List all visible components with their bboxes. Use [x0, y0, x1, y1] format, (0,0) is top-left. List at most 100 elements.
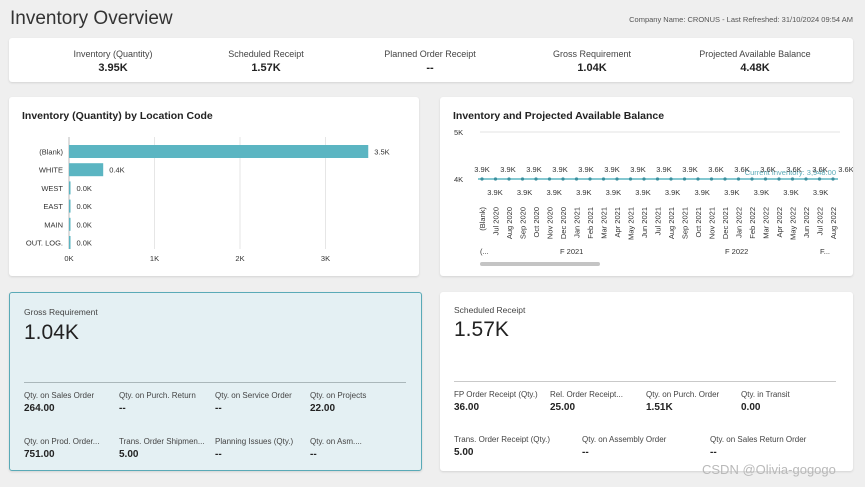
data-label: 3.9K	[578, 165, 593, 174]
kpi-strip: Inventory (Quantity) 3.95K Scheduled Rec…	[9, 38, 853, 82]
data-label: 3.9K	[526, 165, 541, 174]
data-label: 3.9K	[724, 188, 739, 197]
field-value[interactable]: 22.00	[310, 403, 336, 414]
x-tick-label: Apr 2021	[613, 207, 622, 237]
bar	[69, 236, 71, 249]
field-value[interactable]: 36.00	[454, 402, 480, 413]
refresh-info: Company Name: CRONUS - Last Refreshed: 3…	[629, 15, 853, 24]
kpi-value[interactable]: 4.48K	[740, 62, 770, 74]
field-value[interactable]: --	[582, 447, 589, 458]
kpi-label: Gross Requirement	[552, 49, 632, 59]
kpi-label: Inventory (Quantity)	[73, 49, 153, 59]
data-label: 3.9K	[656, 165, 671, 174]
bar-chart: 0K 1K 2K 3K (Blank) 3.5K WHITE 0.4K WEST 0.0K EAST…	[26, 137, 390, 263]
field-label: Trans. Order Receipt (Qty.)	[454, 435, 551, 444]
x-tick-label: Dec 2021	[721, 207, 730, 239]
group-label: F...	[820, 247, 830, 256]
data-label: 3.9K	[552, 165, 567, 174]
x-tick-label: Apr 2022	[775, 207, 784, 237]
data-point	[534, 177, 538, 181]
data-label: 0.0K	[77, 202, 92, 211]
y-tick-label: 5K	[454, 128, 463, 137]
data-point	[561, 177, 565, 181]
data-point	[790, 177, 795, 181]
field-value[interactable]: 751.00	[24, 449, 55, 460]
balance-chart-card: Inventory and Projected Available Balanc…	[440, 97, 853, 276]
data-point	[750, 177, 754, 181]
x-tick-label: 1K	[150, 254, 159, 263]
field-value[interactable]: --	[310, 449, 317, 460]
data-point	[588, 177, 592, 181]
horizontal-scrollbar[interactable]	[480, 262, 600, 266]
field-value[interactable]: 5.00	[119, 449, 139, 460]
kpi-value[interactable]: --	[426, 62, 434, 74]
data-label: 0.0K	[77, 184, 92, 193]
x-tick-label: Jun 2021	[640, 207, 649, 238]
data-label: 0.0K	[77, 239, 92, 248]
field-value[interactable]: 0.00	[741, 402, 761, 413]
data-label: 3.5K	[374, 148, 389, 157]
data-label: 3.9K	[783, 188, 798, 197]
field-value[interactable]: 264.00	[24, 403, 55, 414]
data-point	[628, 177, 633, 181]
page-title: Inventory Overview	[10, 8, 173, 29]
x-tick-label: Jan 2022	[735, 207, 744, 238]
x-tick-label: Jul 2022	[816, 207, 825, 235]
field-label: Qty. on Prod. Order...	[24, 437, 100, 446]
bar-chart-title: Inventory (Quantity) by Location Code	[22, 110, 213, 122]
y-tick-label: 4K	[454, 175, 463, 184]
data-label: 3.9K	[754, 188, 769, 197]
field-value[interactable]: --	[215, 449, 222, 460]
group-label: (...	[480, 247, 489, 256]
data-label: 3.9K	[474, 165, 489, 174]
tile-big-value: 1.04K	[24, 321, 79, 344]
x-tick-label: (Blank)	[478, 207, 487, 231]
category-label: MAIN	[44, 220, 63, 229]
data-label: 3.9K	[682, 165, 697, 174]
data-point	[736, 177, 741, 181]
bar	[69, 181, 71, 195]
data-label: 3.6K	[708, 165, 723, 174]
data-point	[507, 177, 511, 181]
field-value[interactable]: --	[710, 447, 717, 458]
kpi-value[interactable]: 3.95K	[98, 62, 128, 74]
category-label: WEST	[41, 184, 63, 193]
line-chart: 5K 4K Current Inventory: 3,948.00 3.9K 3.9K 3…	[454, 128, 853, 256]
kpi-value[interactable]: 1.04K	[577, 62, 607, 74]
x-tick-label: Sep 2020	[519, 207, 528, 239]
data-label: 3.9K	[630, 165, 645, 174]
x-tick-label: Feb 2021	[586, 207, 595, 239]
x-tick-label: Oct 2021	[694, 207, 703, 237]
x-tick-label: 2K	[235, 254, 244, 263]
data-label: 3.6K	[760, 165, 775, 174]
field-label: Qty. on Sales Order	[24, 391, 95, 400]
gross-requirement-tile[interactable]: Gross Requirement 1.04K Qty. on Sales Or…	[9, 292, 422, 471]
x-tick-label: 0K	[64, 254, 73, 263]
kpi-value[interactable]: 1.57K	[251, 62, 281, 74]
field-label: Qty. on Sales Return Order	[710, 435, 807, 444]
bar	[69, 199, 71, 213]
field-value[interactable]: --	[215, 403, 222, 414]
field-label: Qty. on Service Order	[215, 391, 292, 400]
line-chart-title: Inventory and Projected Available Balanc…	[453, 110, 665, 122]
field-label: Qty. on Asm....	[310, 437, 362, 446]
x-tick-label: Feb 2022	[748, 207, 757, 239]
field-label: Rel. Order Receipt...	[550, 390, 623, 399]
x-tick-label: Jun 2022	[802, 207, 811, 238]
data-label: 3.9K	[606, 188, 621, 197]
field-value[interactable]: 5.00	[454, 447, 474, 458]
data-point	[547, 177, 552, 181]
group-label: F 2022	[725, 247, 748, 256]
field-value[interactable]: --	[119, 403, 126, 414]
category-label: WHITE	[39, 166, 63, 175]
data-point	[493, 177, 498, 181]
data-label: 3.6K	[734, 165, 749, 174]
divider	[454, 381, 836, 382]
scheduled-receipt-tile[interactable]: Scheduled Receipt 1.57K FP Order Receipt…	[440, 292, 853, 471]
watermark: CSDN @Olivia-gogogo	[702, 462, 836, 477]
field-label: Trans. Order Shipmen...	[119, 437, 205, 446]
field-label: Qty. on Purch. Order	[646, 390, 720, 399]
field-value[interactable]: 1.51K	[646, 402, 673, 413]
category-label: OUT. LOG.	[26, 239, 63, 248]
field-value[interactable]: 25.00	[550, 402, 576, 413]
